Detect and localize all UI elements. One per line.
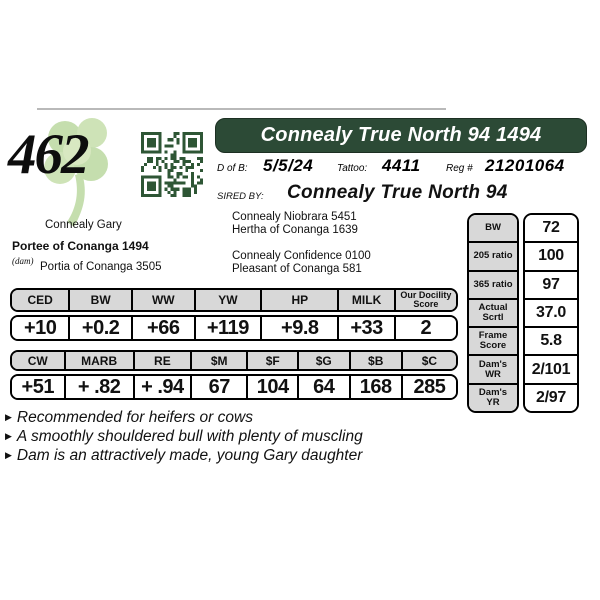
epd-header-cell: CED <box>12 290 69 310</box>
epd-value-cell: +119 <box>193 317 261 339</box>
epd-value-cell: +66 <box>130 317 194 339</box>
footnote-line: ▶ Recommended for heifers or cows <box>5 408 475 427</box>
qr-code <box>141 132 203 197</box>
reg-label: Reg # <box>446 163 473 174</box>
footnote-line: ▶ Dam is an attractively made, young Gar… <box>5 446 475 465</box>
epd-value-cell: + .82 <box>63 376 133 398</box>
stats-label: Actual Scrtl <box>469 297 517 327</box>
pedigree-dam-name: Portee of Conanga 1494 <box>12 239 149 253</box>
epd-header-cell: MILK <box>337 290 394 310</box>
epd-header-cell: $F <box>246 352 297 369</box>
epd-header-cell: RE <box>132 352 191 369</box>
top-divider-line <box>37 108 446 110</box>
sired-by-label: SIRED BY: <box>217 191 264 202</box>
epd-header-cell: $C <box>400 352 456 369</box>
footnote-line: ▶ A smoothly shouldered bull with plenty… <box>5 427 475 446</box>
stats-label: Dam's YR <box>469 382 517 411</box>
stats-label: Frame Score <box>469 326 517 355</box>
pedigree-line: Connealy Niobrara 5451 <box>232 211 357 223</box>
epd-header-cell: YW <box>193 290 261 310</box>
animal-name: Connealy True North 94 1494 <box>260 124 542 146</box>
bullet-triangle-icon: ▶ <box>5 412 12 422</box>
stats-label: 205 ratio <box>469 241 517 270</box>
epd-value-cell: 285 <box>400 376 456 398</box>
dob-label: D of B: <box>217 163 248 174</box>
epd-value-cell: +51 <box>12 376 64 398</box>
pedigree-line: Connealy Confidence 0100 <box>232 250 371 262</box>
bullet-triangle-icon: ▶ <box>5 450 12 460</box>
pedigree-dam-dam: Portia of Conanga 3505 <box>40 261 162 273</box>
stats-label: BW <box>469 215 517 242</box>
epd-value-cell: +9.8 <box>260 317 338 339</box>
footnote-text: Dam is an attractively made, young Gary … <box>16 446 363 464</box>
epd-value-cell: + .94 <box>132 376 191 398</box>
stats-value: 97 <box>525 269 577 298</box>
epd-primary-header-row: CED BW WW YW HP MILK Our Docility Score <box>10 288 458 312</box>
stats-value: 5.8 <box>525 326 577 355</box>
reg-value: 21201064 <box>485 156 565 175</box>
epd-header-cell: MARB <box>63 352 133 369</box>
animal-name-banner: Connealy True North 94 1494 <box>215 118 587 153</box>
sire-name: Connealy True North 94 <box>287 182 508 203</box>
epd-value-cell: 67 <box>190 376 247 398</box>
epd-header-cell: $M <box>190 352 247 369</box>
stats-value: 2/101 <box>525 354 577 383</box>
epd-value-cell: +10 <box>12 317 69 339</box>
epd-value-cell: 64 <box>297 376 349 398</box>
stats-label-column: BW 205 ratio 365 ratio Actual Scrtl Fram… <box>467 213 519 413</box>
pedigree-line: Pleasant of Conanga 581 <box>232 263 362 275</box>
epd-value-cell: +0.2 <box>68 317 131 339</box>
tattoo-value: 4411 <box>382 156 421 175</box>
stats-value: 37.0 <box>525 297 577 327</box>
clover-icon <box>36 111 118 233</box>
epd-value-cell: 2 <box>393 317 456 339</box>
tattoo-label: Tattoo: <box>337 163 368 174</box>
epd-header-cell: $B <box>348 352 401 369</box>
pedigree-line: Hertha of Conanga 1639 <box>232 224 358 236</box>
qr-modules <box>141 132 203 197</box>
stats-value-column: 72 100 97 37.0 5.8 2/101 2/97 <box>523 213 579 413</box>
epd-value-cell: 168 <box>348 376 401 398</box>
epd-header-cell: BW <box>68 290 131 310</box>
stats-label: 365 ratio <box>469 269 517 298</box>
epd-dollar-header-row: CW MARB RE $M $F $G $B $C <box>10 350 458 371</box>
footnote-text: A smoothly shouldered bull with plenty o… <box>16 427 363 445</box>
bullet-triangle-icon: ▶ <box>5 431 12 441</box>
stats-value: 100 <box>525 241 577 270</box>
dob-value: 5/5/24 <box>263 156 314 175</box>
epd-primary-value-row: +10 +0.2 +66 +119 +9.8 +33 2 <box>10 315 458 341</box>
footnotes: ▶ Recommended for heifers or cows ▶ A sm… <box>5 408 475 465</box>
epd-value-cell: +33 <box>337 317 394 339</box>
epd-header-cell: WW <box>130 290 194 310</box>
epd-header-cell: $G <box>297 352 349 369</box>
stats-value: 72 <box>525 215 577 242</box>
epd-header-cell: CW <box>12 352 64 369</box>
stats-value: 2/97 <box>525 382 577 411</box>
epd-dollar-value-row: +51 + .82 + .94 67 104 64 168 285 <box>10 374 458 400</box>
lot-number: 462 <box>8 123 89 186</box>
epd-header-cell: HP <box>260 290 338 310</box>
stats-label: Dam's WR <box>469 354 517 383</box>
epd-value-cell: 104 <box>246 376 297 398</box>
pedigree-dam-tag: (dam) <box>12 256 34 266</box>
footnote-text: Recommended for heifers or cows <box>16 408 253 426</box>
epd-header-cell: Our Docility Score <box>393 290 456 310</box>
pedigree-dam-sire: Connealy Gary <box>45 219 122 231</box>
